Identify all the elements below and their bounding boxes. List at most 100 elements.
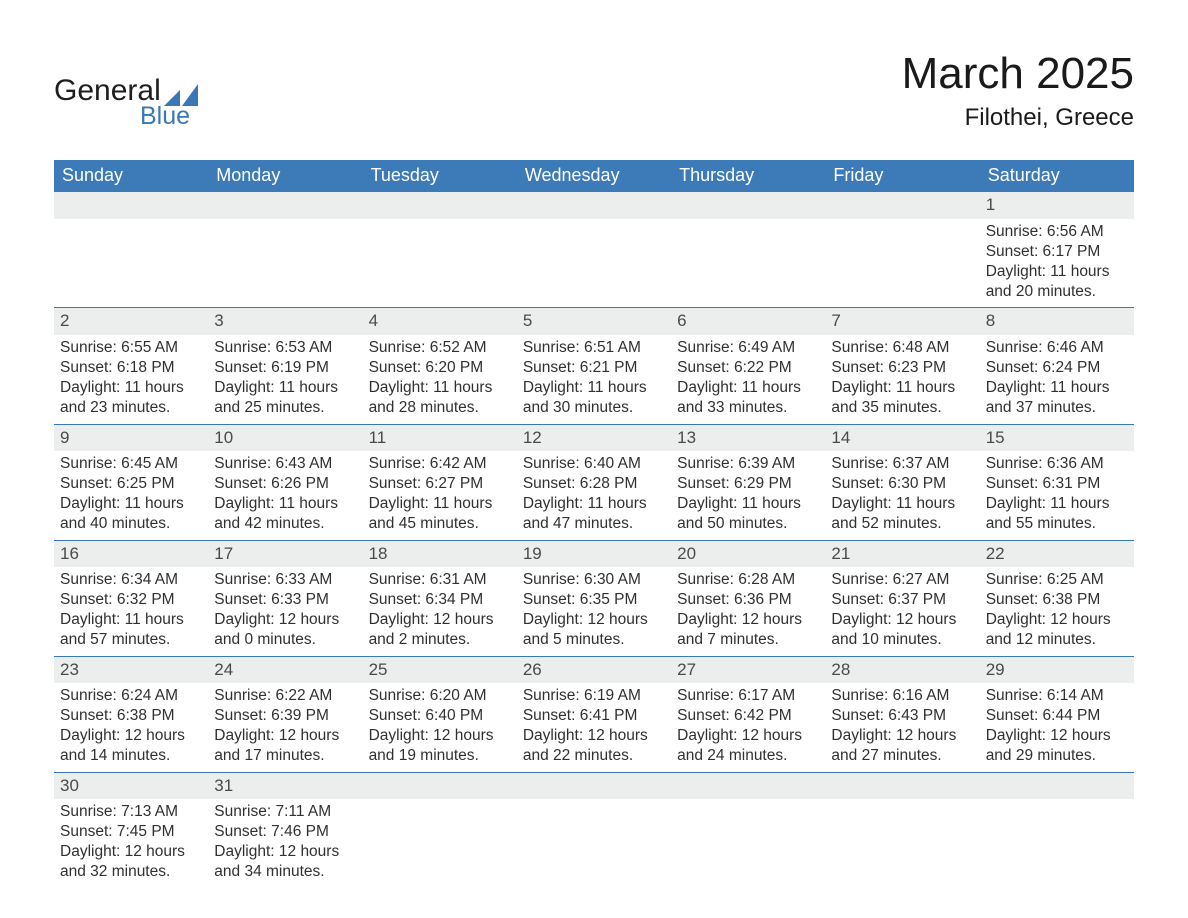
daynum-row: 23242526272829 xyxy=(54,656,1134,683)
sunrise-line: Sunrise: 6:48 AM xyxy=(831,338,973,358)
sunrise-line: Sunrise: 6:36 AM xyxy=(986,454,1128,474)
day-number-cell: 18 xyxy=(363,540,517,567)
daylight-line-1: Daylight: 11 hours xyxy=(986,378,1128,398)
day-detail-cell: Sunrise: 6:22 AMSunset: 6:39 PMDaylight:… xyxy=(208,683,362,772)
daylight-line-1: Daylight: 12 hours xyxy=(369,726,511,746)
day-number-cell: 17 xyxy=(208,540,362,567)
sunset-line: Sunset: 6:23 PM xyxy=(831,358,973,378)
sunset-line: Sunset: 6:41 PM xyxy=(523,706,665,726)
daynum-row: 2345678 xyxy=(54,308,1134,335)
day-detail-cell xyxy=(825,799,979,887)
sunrise-line: Sunrise: 6:49 AM xyxy=(677,338,819,358)
daylight-line-1: Daylight: 11 hours xyxy=(677,378,819,398)
day-number-cell: 4 xyxy=(363,308,517,335)
daylight-line-1: Daylight: 11 hours xyxy=(523,378,665,398)
day-detail-cell: Sunrise: 6:24 AMSunset: 6:38 PMDaylight:… xyxy=(54,683,208,772)
day-detail-cell: Sunrise: 6:48 AMSunset: 6:23 PMDaylight:… xyxy=(825,335,979,424)
sunset-line: Sunset: 6:18 PM xyxy=(60,358,202,378)
daylight-line-2: and 23 minutes. xyxy=(60,398,202,418)
day-detail-cell xyxy=(54,219,208,308)
day-number-cell: 16 xyxy=(54,540,208,567)
day-detail-cell: Sunrise: 6:34 AMSunset: 6:32 PMDaylight:… xyxy=(54,567,208,656)
daylight-line-1: Daylight: 12 hours xyxy=(523,726,665,746)
calendar-body: 1Sunrise: 6:56 AMSunset: 6:17 PMDaylight… xyxy=(54,192,1134,887)
daylight-line-1: Daylight: 11 hours xyxy=(369,494,511,514)
brand-text-2: Blue xyxy=(54,104,198,129)
day-detail-cell: Sunrise: 6:19 AMSunset: 6:41 PMDaylight:… xyxy=(517,683,671,772)
daylight-line-1: Daylight: 12 hours xyxy=(677,610,819,630)
daylight-line-2: and 52 minutes. xyxy=(831,514,973,534)
day-detail-cell: Sunrise: 6:27 AMSunset: 6:37 PMDaylight:… xyxy=(825,567,979,656)
title-block: March 2025 Filothei, Greece xyxy=(902,50,1134,132)
day-content-row: Sunrise: 7:13 AMSunset: 7:45 PMDaylight:… xyxy=(54,799,1134,887)
day-detail-cell: Sunrise: 6:49 AMSunset: 6:22 PMDaylight:… xyxy=(671,335,825,424)
sunrise-line: Sunrise: 6:16 AM xyxy=(831,686,973,706)
weekday-header-cell: Monday xyxy=(208,160,362,192)
sunset-line: Sunset: 6:42 PM xyxy=(677,706,819,726)
daylight-line-1: Daylight: 12 hours xyxy=(831,610,973,630)
sunset-line: Sunset: 7:45 PM xyxy=(60,822,202,842)
day-number-cell: 30 xyxy=(54,772,208,799)
daylight-line-2: and 32 minutes. xyxy=(60,862,202,882)
daylight-line-1: Daylight: 11 hours xyxy=(60,494,202,514)
sunset-line: Sunset: 6:43 PM xyxy=(831,706,973,726)
day-number-cell: 23 xyxy=(54,656,208,683)
sunrise-line: Sunrise: 6:30 AM xyxy=(523,570,665,590)
day-detail-cell: Sunrise: 6:53 AMSunset: 6:19 PMDaylight:… xyxy=(208,335,362,424)
sunrise-line: Sunrise: 6:40 AM xyxy=(523,454,665,474)
sunrise-line: Sunrise: 6:34 AM xyxy=(60,570,202,590)
sunset-line: Sunset: 6:38 PM xyxy=(60,706,202,726)
day-number-cell: 2 xyxy=(54,308,208,335)
daylight-line-2: and 30 minutes. xyxy=(523,398,665,418)
day-number-cell xyxy=(825,772,979,799)
day-number-cell: 28 xyxy=(825,656,979,683)
day-content-row: Sunrise: 6:45 AMSunset: 6:25 PMDaylight:… xyxy=(54,451,1134,540)
day-detail-cell: Sunrise: 6:14 AMSunset: 6:44 PMDaylight:… xyxy=(980,683,1134,772)
day-detail-cell: Sunrise: 6:42 AMSunset: 6:27 PMDaylight:… xyxy=(363,451,517,540)
daylight-line-2: and 0 minutes. xyxy=(214,630,356,650)
daylight-line-2: and 35 minutes. xyxy=(831,398,973,418)
day-detail-cell: Sunrise: 6:36 AMSunset: 6:31 PMDaylight:… xyxy=(980,451,1134,540)
sunrise-line: Sunrise: 6:20 AM xyxy=(369,686,511,706)
sunrise-line: Sunrise: 6:53 AM xyxy=(214,338,356,358)
day-content-row: Sunrise: 6:24 AMSunset: 6:38 PMDaylight:… xyxy=(54,683,1134,772)
sunset-line: Sunset: 6:27 PM xyxy=(369,474,511,494)
sunrise-line: Sunrise: 7:13 AM xyxy=(60,802,202,822)
sunrise-line: Sunrise: 6:43 AM xyxy=(214,454,356,474)
daylight-line-2: and 7 minutes. xyxy=(677,630,819,650)
sunset-line: Sunset: 6:31 PM xyxy=(986,474,1128,494)
sunset-line: Sunset: 6:17 PM xyxy=(986,242,1128,262)
day-detail-cell xyxy=(363,799,517,887)
sunrise-line: Sunrise: 6:31 AM xyxy=(369,570,511,590)
sunset-line: Sunset: 6:30 PM xyxy=(831,474,973,494)
daylight-line-1: Daylight: 12 hours xyxy=(831,726,973,746)
daylight-line-1: Daylight: 12 hours xyxy=(214,610,356,630)
daylight-line-2: and 42 minutes. xyxy=(214,514,356,534)
location-subtitle: Filothei, Greece xyxy=(902,104,1134,132)
day-detail-cell: Sunrise: 6:51 AMSunset: 6:21 PMDaylight:… xyxy=(517,335,671,424)
day-content-row: Sunrise: 6:34 AMSunset: 6:32 PMDaylight:… xyxy=(54,567,1134,656)
day-number-cell: 12 xyxy=(517,424,671,451)
daylight-line-2: and 40 minutes. xyxy=(60,514,202,534)
daynum-row: 9101112131415 xyxy=(54,424,1134,451)
day-detail-cell xyxy=(671,799,825,887)
day-detail-cell: Sunrise: 6:56 AMSunset: 6:17 PMDaylight:… xyxy=(980,219,1134,308)
sunset-line: Sunset: 6:22 PM xyxy=(677,358,819,378)
daylight-line-1: Daylight: 11 hours xyxy=(60,378,202,398)
day-number-cell: 3 xyxy=(208,308,362,335)
daylight-line-1: Daylight: 12 hours xyxy=(677,726,819,746)
day-detail-cell: Sunrise: 6:43 AMSunset: 6:26 PMDaylight:… xyxy=(208,451,362,540)
daylight-line-2: and 28 minutes. xyxy=(369,398,511,418)
sunset-line: Sunset: 6:24 PM xyxy=(986,358,1128,378)
daylight-line-2: and 10 minutes. xyxy=(831,630,973,650)
day-content-row: Sunrise: 6:56 AMSunset: 6:17 PMDaylight:… xyxy=(54,219,1134,308)
day-number-cell: 11 xyxy=(363,424,517,451)
day-detail-cell: Sunrise: 6:20 AMSunset: 6:40 PMDaylight:… xyxy=(363,683,517,772)
sunrise-line: Sunrise: 6:27 AM xyxy=(831,570,973,590)
daylight-line-1: Daylight: 12 hours xyxy=(523,610,665,630)
daylight-line-1: Daylight: 11 hours xyxy=(214,494,356,514)
sunset-line: Sunset: 6:26 PM xyxy=(214,474,356,494)
weekday-header-cell: Saturday xyxy=(980,160,1134,192)
day-detail-cell: Sunrise: 6:40 AMSunset: 6:28 PMDaylight:… xyxy=(517,451,671,540)
day-number-cell xyxy=(363,772,517,799)
